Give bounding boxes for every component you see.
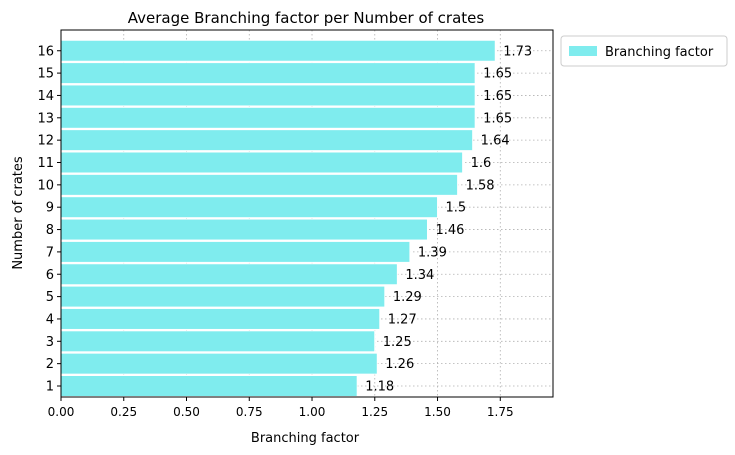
y-tick-label: 7 (46, 245, 54, 260)
legend-box (560, 35, 728, 67)
x-tick-label: 0.50 (173, 405, 200, 419)
bar-14 (60, 84, 476, 107)
x-tick-label: 0.00 (48, 405, 75, 419)
bar-value-label: 1.29 (393, 290, 422, 305)
value-labels: 1.18 1.26 1.25 1.27 1.29 1.34 1.39 1.46 1.5 1.58 1… (365, 44, 532, 394)
y-tick-label: 4 (46, 312, 54, 327)
bar-value-label: 1.5 (446, 201, 467, 216)
y-tick-label: 12 (37, 134, 54, 149)
bar-2 (60, 352, 378, 375)
bar-value-label: 1.34 (405, 268, 434, 283)
x-tick-label: 1.25 (361, 405, 388, 419)
bar-6 (60, 263, 398, 286)
y-axis-label: Number of crates (11, 156, 26, 270)
bar-10 (60, 173, 459, 196)
bar-value-label: 1.26 (385, 357, 414, 372)
bar-15 (60, 62, 476, 85)
bar-value-label: 1.39 (418, 245, 447, 260)
bar-3 (60, 330, 376, 353)
x-axis-label: Branching factor (251, 431, 360, 446)
legend-swatch (569, 46, 597, 56)
bar-value-label: 1.27 (388, 312, 417, 327)
y-tick-label: 16 (37, 44, 54, 59)
y-tick-label: 13 (37, 111, 54, 126)
bar-value-label: 1.6 (471, 156, 492, 171)
y-tick-label: 8 (46, 223, 54, 238)
bar-16 (60, 39, 496, 62)
y-tick-label: 6 (46, 268, 54, 283)
y-tick-label: 3 (46, 335, 54, 350)
bar-11 (60, 151, 464, 174)
bar-13 (60, 106, 476, 129)
bar-value-label: 1.65 (483, 89, 512, 104)
y-tick-label: 10 (37, 178, 54, 193)
y-tick-label: 1 (46, 380, 54, 395)
x-tick-label: 1.00 (299, 405, 326, 419)
bar-value-label: 1.73 (503, 44, 532, 59)
bars (60, 39, 496, 397)
bar-1 (60, 375, 358, 397)
bar-8 (60, 218, 428, 241)
bar-4 (60, 307, 381, 330)
bar-value-label: 1.18 (365, 380, 394, 395)
legend: Branching factor (560, 35, 728, 67)
bar-value-label: 1.64 (481, 134, 510, 149)
x-tick-label: 0.25 (110, 405, 137, 419)
bar-value-label: 1.65 (483, 67, 512, 82)
chart-title: Average Branching factor per Number of c… (128, 9, 485, 27)
x-axis-ticks: 0.00 0.25 0.50 0.75 1.00 1.25 1.50 1.75 (48, 397, 514, 419)
y-tick-label: 2 (46, 357, 54, 372)
bar-9 (60, 196, 439, 219)
x-tick-label: 1.75 (487, 405, 514, 419)
plot-frame (60, 29, 554, 398)
y-tick-label: 15 (37, 67, 54, 82)
y-tick-label: 14 (37, 89, 54, 104)
x-tick-label: 1.50 (424, 405, 451, 419)
bar-12 (60, 129, 474, 152)
y-tick-label: 5 (46, 290, 54, 305)
legend-label: Branching factor (605, 45, 714, 60)
bar-value-label: 1.46 (435, 223, 464, 238)
y-tick-label: 11 (37, 156, 54, 171)
bar-value-label: 1.65 (483, 111, 512, 126)
bar-value-label: 1.58 (466, 178, 495, 193)
y-tick-label: 9 (46, 201, 54, 216)
bar-value-label: 1.25 (383, 335, 412, 350)
x-tick-label: 0.75 (236, 405, 263, 419)
bar-5 (60, 285, 386, 308)
bar-7 (60, 240, 411, 263)
